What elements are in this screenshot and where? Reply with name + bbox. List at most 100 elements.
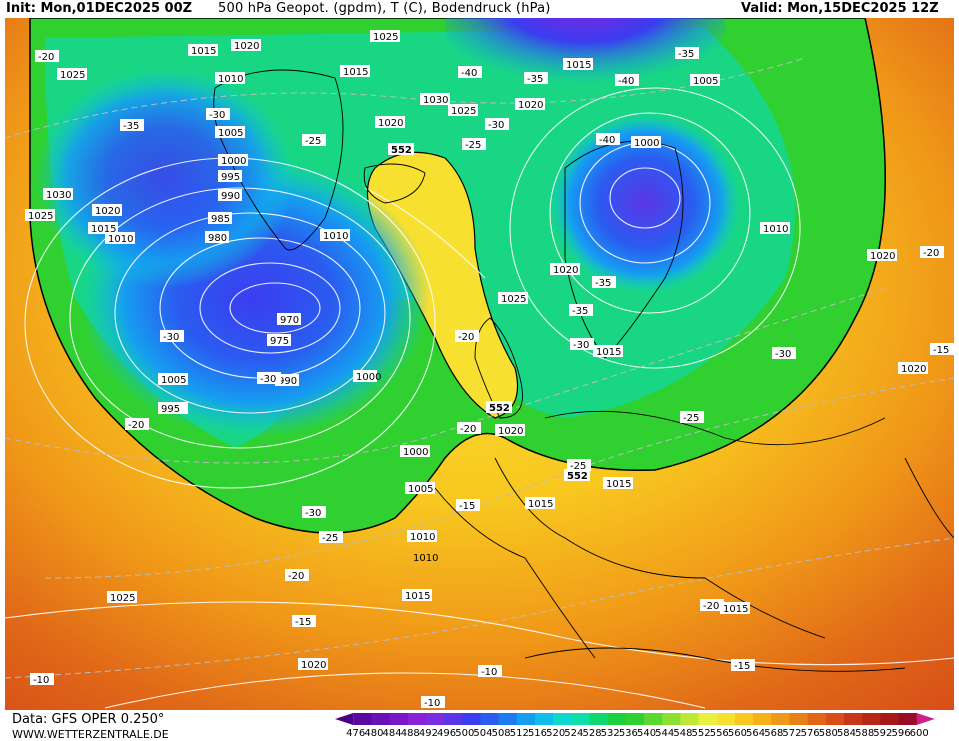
svg-text:1010: 1010 — [323, 231, 348, 242]
legend-value-label: 496 — [437, 728, 456, 739]
map-header: Init: Mon,01DEC2025 00Z 500 hPa Geopot. … — [0, 0, 959, 18]
legend-swatch — [425, 713, 445, 725]
pressure-label: 1020 — [92, 204, 122, 217]
svg-text:-35: -35 — [123, 121, 139, 132]
svg-text:1020: 1020 — [301, 660, 326, 671]
color-legend: 476 480 484 488 492 496 500 504 508 512 516 520 524 5… — [335, 713, 935, 739]
svg-text:-25: -25 — [305, 136, 321, 147]
pressure-label: 1020 — [898, 362, 928, 375]
legend-value-label: 532 — [601, 728, 620, 739]
temperature-label: -10 — [421, 696, 445, 709]
pressure-label: 975 — [267, 334, 291, 347]
svg-text:995: 995 — [221, 172, 240, 183]
pressure-label: 1005 — [158, 373, 188, 386]
pressure-label: 1015 — [525, 497, 555, 510]
svg-text:552: 552 — [489, 403, 510, 414]
pressure-label: 1020 — [298, 658, 328, 671]
legend-swatch — [734, 713, 754, 725]
svg-text:1015: 1015 — [566, 60, 591, 71]
svg-text:-15: -15 — [459, 501, 475, 512]
temperature-label: -25 — [680, 411, 704, 424]
temperature-label: -25 — [302, 134, 326, 147]
legend-value-label: 560 — [728, 728, 747, 739]
legend-arrow-right — [916, 713, 935, 725]
legend-value-label: 516 — [528, 728, 547, 739]
pressure-label: 1010 — [407, 530, 437, 543]
svg-text:1025: 1025 — [373, 32, 398, 43]
legend-value-label: 480 — [364, 728, 383, 739]
svg-text:-20: -20 — [288, 571, 304, 582]
svg-text:-35: -35 — [595, 278, 611, 289]
svg-text:1015: 1015 — [528, 499, 553, 510]
svg-text:-30: -30 — [305, 508, 321, 519]
pressure-label: 1015 — [603, 477, 633, 490]
temperature-label: -30 — [570, 338, 594, 351]
svg-text:1025: 1025 — [110, 593, 135, 604]
valid-time-label: Valid: Mon,15DEC2025 12Z — [741, 1, 939, 16]
svg-text:1025: 1025 — [60, 70, 85, 81]
legend-swatch — [644, 713, 663, 725]
legend-value-label: 476 — [346, 728, 365, 739]
pressure-label: 1025 — [57, 68, 87, 81]
legend-value-label: 492 — [419, 728, 438, 739]
svg-text:980: 980 — [208, 233, 227, 244]
legend-swatch — [607, 713, 627, 725]
pressure-label: 1005 — [215, 126, 245, 139]
temperature-labels: -20 -35 -30 -25 -30 -30 -40 -35 -35 -40 … — [30, 47, 954, 709]
pressure-label: 1005 — [690, 74, 720, 87]
legend-value-label: 588 — [855, 728, 874, 739]
svg-text:1015: 1015 — [405, 591, 430, 602]
pressure-label: 1025 — [498, 292, 528, 305]
pressure-label: 1005 — [405, 482, 435, 495]
svg-text:1000: 1000 — [221, 156, 246, 167]
svg-text:1010: 1010 — [763, 224, 788, 235]
pressure-label: 1020 — [515, 98, 545, 111]
temperature-label: -15 — [292, 615, 316, 628]
temperature-label: -35 — [120, 119, 144, 132]
legend-value-label: 592 — [873, 728, 892, 739]
legend-swatch — [534, 713, 554, 725]
temperature-label: -35 — [592, 276, 616, 289]
svg-text:1020: 1020 — [378, 118, 403, 129]
svg-text:-25: -25 — [465, 140, 481, 151]
pressure-label: 1015 — [88, 222, 118, 235]
svg-text:1015: 1015 — [191, 46, 216, 57]
legend-value-label: 500 — [455, 728, 474, 739]
temperature-label: -25 — [462, 138, 486, 151]
pressure-label: 1015 — [188, 44, 218, 57]
svg-text:-25: -25 — [570, 461, 586, 472]
greenland-cold-pool — [35, 68, 295, 288]
legend-swatch — [753, 713, 772, 725]
pressure-label: 1020 — [231, 39, 261, 52]
svg-text:-10: -10 — [424, 698, 440, 709]
svg-text:975: 975 — [270, 336, 289, 347]
svg-text:1015: 1015 — [91, 224, 116, 235]
pressure-label: 1015 — [720, 602, 750, 615]
legend-swatch — [807, 713, 827, 725]
legend-value-label: 520 — [546, 728, 565, 739]
svg-text:990: 990 — [278, 376, 297, 387]
legend-value-label: 576 — [801, 728, 820, 739]
temperature-label: -40 — [458, 66, 482, 79]
legend-swatch — [498, 713, 518, 725]
legend-swatch — [716, 713, 736, 725]
temperature-label: -20 — [455, 330, 479, 343]
temperature-label: -20 — [35, 50, 59, 63]
geopotential-label: 552 — [564, 469, 590, 482]
svg-text:995: 995 — [161, 404, 180, 415]
pressure-label: 1025 — [107, 591, 137, 604]
pressure-label: 1000 — [218, 154, 248, 167]
pressure-label: 990 — [218, 189, 242, 202]
polar-vortex — [445, 18, 725, 98]
svg-text:1010: 1010 — [218, 74, 243, 85]
svg-text:1005: 1005 — [161, 375, 186, 386]
svg-text:-40: -40 — [461, 68, 477, 79]
svg-text:-40: -40 — [599, 135, 615, 146]
svg-text:-20: -20 — [923, 248, 939, 259]
svg-text:-10: -10 — [481, 667, 497, 678]
pressure-label: 995 — [158, 402, 188, 415]
geopotential-labels: 552 552 552 — [388, 143, 590, 482]
svg-text:-35: -35 — [572, 306, 588, 317]
svg-text:552: 552 — [391, 145, 412, 156]
svg-text:-20: -20 — [458, 332, 474, 343]
